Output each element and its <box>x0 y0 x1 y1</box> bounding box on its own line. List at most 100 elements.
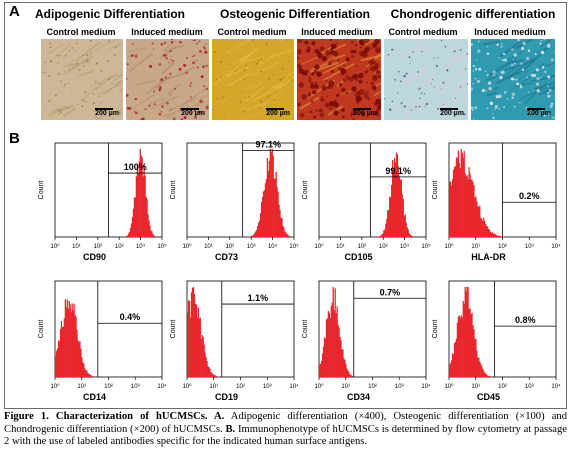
x-tick-label: 10⁰ <box>182 243 192 250</box>
x-tick-label: 10³ <box>525 384 534 390</box>
histogram-bars <box>187 287 219 377</box>
x-tick-label: 10² <box>357 244 366 250</box>
adipo-induced-micrograph: 200 µm <box>126 39 209 120</box>
x-tick-label: 10⁰ <box>50 383 60 390</box>
scale-bar: 200 µm <box>181 108 205 117</box>
caption-part2: Immunophenotype of hUCMSCs is determined… <box>4 423 567 448</box>
scale-bar: 200 µm <box>527 108 551 117</box>
micrograph-texture <box>41 39 123 120</box>
osteo-induced-label: Induced medium <box>301 27 373 37</box>
osteogenic-title: Osteogenic Differentiation <box>219 7 371 21</box>
x-tick-label: 10² <box>93 244 102 250</box>
chondro-induced-micrograph: 200 µm <box>471 39 555 120</box>
percent-label: 0.4% <box>120 312 141 322</box>
osteo-induced-micrograph: 200 µm <box>297 39 381 120</box>
histogram-bars <box>55 299 95 377</box>
x-tick-label: 10² <box>225 244 234 250</box>
percent-label: 97.1% <box>256 140 282 150</box>
y-axis-label: Count <box>170 320 177 339</box>
histogram-cd73: 97.1% 10⁰ 10¹ 10² 10³ 10⁴ 10⁵ Count CD73 <box>165 139 300 267</box>
x-tick-label: 10³ <box>379 244 388 250</box>
micrograph-texture <box>212 39 294 120</box>
percent-label: 0.7% <box>380 287 401 297</box>
x-tick-label: 10⁴ <box>136 243 146 250</box>
y-axis-label: Count <box>302 181 309 200</box>
histogram-bars <box>125 149 157 237</box>
x-tick-label: 10⁴ <box>421 383 431 390</box>
histogram-bars <box>319 287 355 377</box>
marker-label: CD19 <box>215 392 238 402</box>
x-tick-label: 10³ <box>263 384 272 390</box>
x-tick-label: 10⁰ <box>50 243 60 250</box>
scale-bar: 200 µm <box>353 108 377 117</box>
x-tick-label: 10¹ <box>341 384 350 390</box>
x-tick-label: 10⁰ <box>444 243 454 250</box>
micrograph-texture <box>384 39 468 120</box>
adipo-induced-label: Induced medium <box>131 27 203 37</box>
percent-label: 100% <box>124 162 147 172</box>
x-tick-label: 10⁴ <box>268 243 278 250</box>
chondrogenic-title: Chondrogenic differentiation <box>390 7 556 21</box>
x-tick-label: 10⁴ <box>551 383 561 390</box>
micrograph-texture <box>126 39 209 120</box>
marker-label: CD34 <box>347 392 370 402</box>
osteo-control-micrograph: 200 µm <box>212 39 294 120</box>
chondro-control-label: Control medium <box>388 27 458 37</box>
figure-frame: A B Adipogenic Differentiation Osteogeni… <box>4 2 567 409</box>
x-tick-label: 10⁵ <box>157 243 167 250</box>
y-axis-label: Count <box>38 320 45 339</box>
chondro-induced-label: Induced medium <box>474 27 546 37</box>
adipogenic-title: Adipogenic Differentiation <box>35 7 185 21</box>
marker-label: CD105 <box>344 252 372 262</box>
micrograph-texture <box>297 39 381 120</box>
percent-label: 0.8% <box>515 315 536 325</box>
adipo-control-label: Control medium <box>46 27 116 37</box>
osteo-control-label: Control medium <box>217 27 287 37</box>
caption-b-label: B. <box>225 423 236 435</box>
x-tick-label: 10¹ <box>209 384 218 390</box>
x-tick-label: 10⁵ <box>289 243 299 250</box>
x-tick-label: 10² <box>498 384 507 390</box>
histogram-cd90: 100% 10⁰ 10¹ 10² 10³ 10⁴ 10⁵ Count CD90 <box>33 139 168 267</box>
scale-bar: 200 µm <box>266 108 290 117</box>
histogram-bars <box>449 149 503 237</box>
percent-label: 1.1% <box>248 293 269 303</box>
x-tick-label: 10⁰ <box>314 383 324 390</box>
caption-part1: Adipogenic differentiation (×400), Osteo… <box>4 411 567 435</box>
x-tick-label: 10⁴ <box>400 243 410 250</box>
marker-label: CD45 <box>477 392 500 402</box>
scale-bar: 200 µm <box>440 108 464 117</box>
x-tick-label: 10³ <box>525 244 534 250</box>
x-tick-label: 10² <box>104 384 113 390</box>
histogram-cd14: 0.4% 10⁰ 10¹ 10² 10³ 10⁴ Count CD14 <box>33 277 168 407</box>
y-axis-label: Count <box>170 181 177 200</box>
adipo-control-micrograph: 200 µm <box>41 39 123 120</box>
x-tick-label: 10³ <box>395 384 404 390</box>
histogram-cd105: 99.1% 10⁰ 10¹ 10² 10³ 10⁴ 10⁵ Count CD105 <box>297 139 432 267</box>
y-axis-label: Count <box>38 181 45 200</box>
x-tick-label: 10¹ <box>471 384 480 390</box>
x-tick-label: 10² <box>236 384 245 390</box>
marker-label: CD90 <box>83 252 106 262</box>
x-tick-label: 10⁰ <box>444 383 454 390</box>
panel-a-letter: A <box>9 3 20 20</box>
marker-label: CD14 <box>83 392 106 402</box>
histogram-hla-dr: 0.2% 10⁰ 10¹ 10² 10³ 10⁴ Count HLA-DR <box>427 139 562 267</box>
x-tick-label: 10⁰ <box>182 383 192 390</box>
x-tick-label: 10⁰ <box>314 243 324 250</box>
x-tick-label: 10⁵ <box>421 243 431 250</box>
x-tick-label: 10¹ <box>72 244 81 250</box>
histogram-cd45: 0.8% 10⁰ 10¹ 10² 10³ 10⁴ Count CD45 <box>427 277 562 407</box>
panel-b-letter: B <box>9 130 20 147</box>
x-tick-label: 10¹ <box>336 244 345 250</box>
micrograph-texture <box>471 39 555 120</box>
x-tick-label: 10¹ <box>204 244 213 250</box>
chondro-control-micrograph: 200 µm <box>384 39 468 120</box>
y-axis-label: Count <box>432 320 439 339</box>
x-tick-label: 10⁴ <box>551 243 561 250</box>
histogram-bars <box>449 287 492 377</box>
percent-label: 0.2% <box>519 191 540 201</box>
y-axis-label: Count <box>432 181 439 200</box>
x-tick-label: 10³ <box>131 384 140 390</box>
marker-label: HLA-DR <box>471 252 506 262</box>
